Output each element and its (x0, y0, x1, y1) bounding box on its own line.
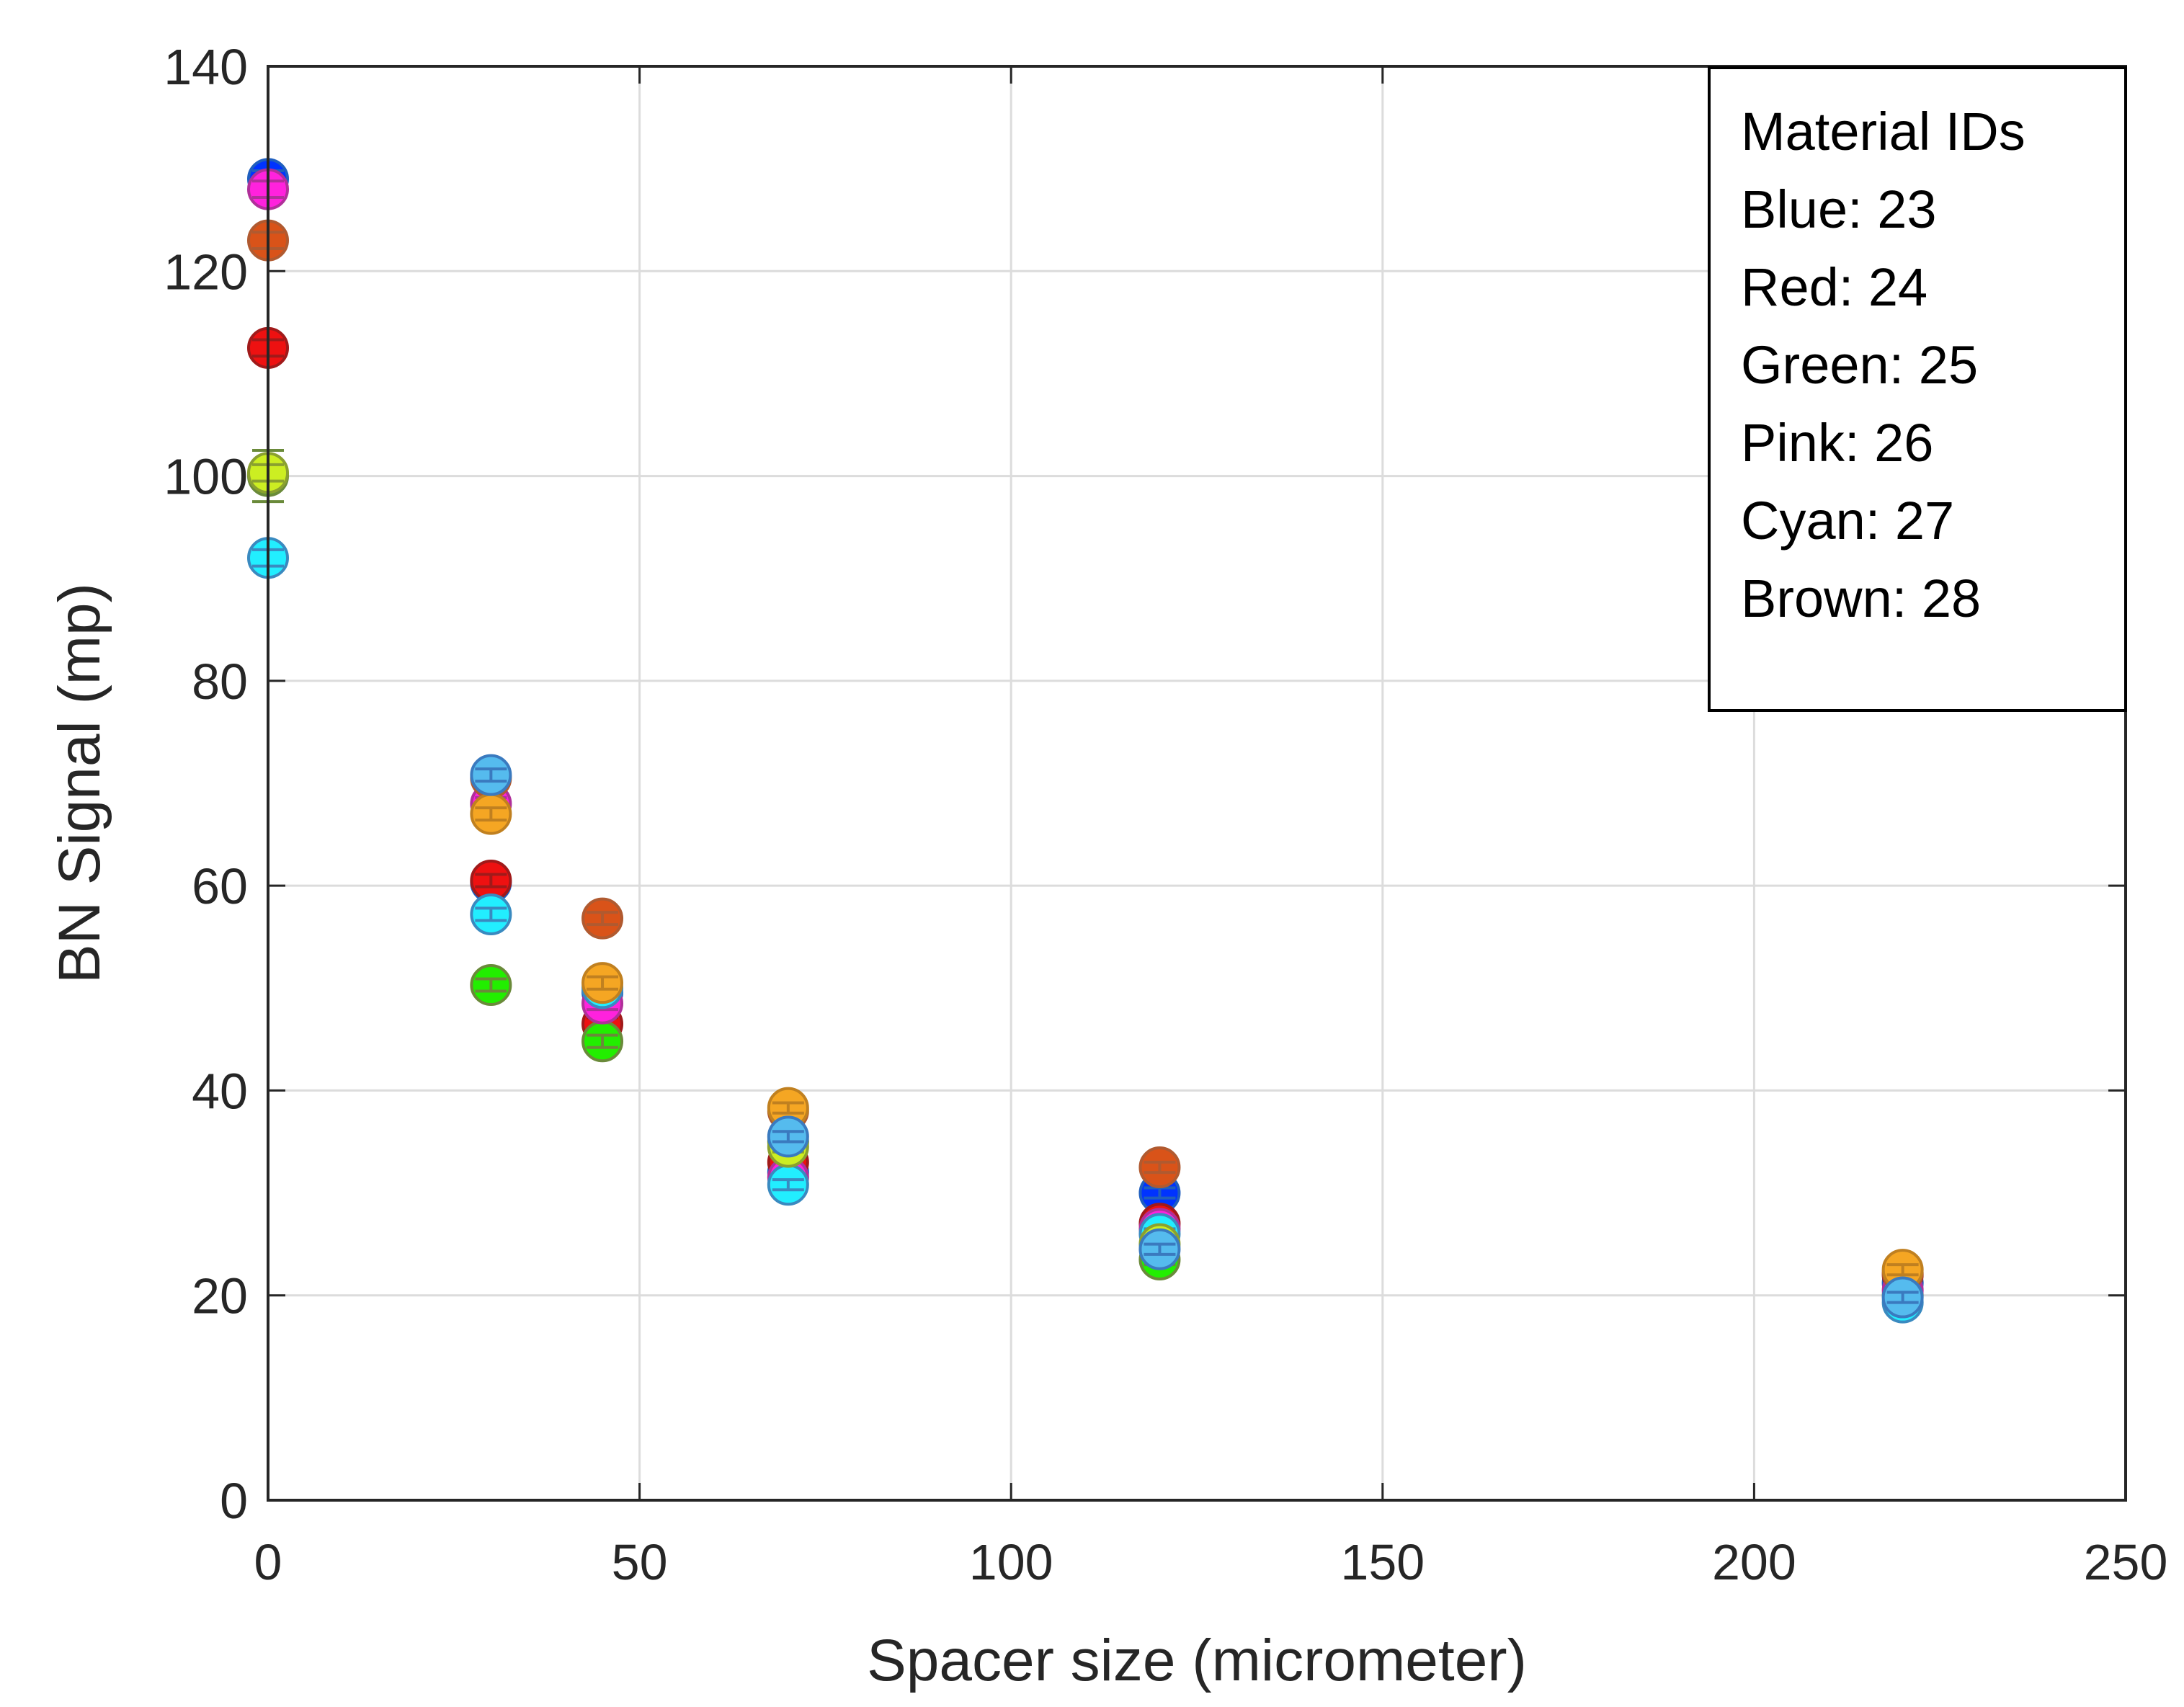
y-tick-label: 60 (192, 858, 248, 914)
x-tick-label: 250 (2084, 1534, 2168, 1590)
y-tick-label: 40 (192, 1063, 248, 1119)
x-tick-label: 150 (1340, 1534, 1425, 1590)
legend-entry-blue: Blue: 23 (1741, 179, 1937, 239)
y-tick-labels: 0 20 40 60 80 100 120 140 (164, 39, 248, 1529)
x-tick-label: 100 (969, 1534, 1053, 1590)
y-tick-label: 0 (220, 1473, 248, 1529)
x-tick-label: 50 (612, 1534, 668, 1590)
series-sky (470, 754, 1924, 1319)
data-points (247, 158, 1924, 1324)
y-tick-label: 140 (164, 39, 248, 95)
legend-entry-pink: Pink: 26 (1741, 413, 1933, 473)
legend-title: Material IDs (1741, 102, 2025, 161)
y-tick-label: 80 (192, 654, 248, 710)
x-axis-label: Spacer size (micrometer) (867, 1628, 1527, 1693)
legend-frame (1708, 66, 2127, 712)
x-tick-label: 200 (1712, 1534, 1796, 1590)
x-tick-labels: 0 50 100 150 200 250 (254, 1534, 2168, 1590)
x-tick-label: 0 (254, 1534, 282, 1590)
y-tick-label: 100 (164, 449, 248, 505)
legend-entry-green: Green: 25 (1741, 335, 1978, 395)
y-tick-label: 120 (164, 244, 248, 300)
legend-entry-red: Red: 24 (1741, 257, 1927, 317)
legend-box: Material IDs Blue: 23 Red: 24 Green: 25 … (1708, 66, 2127, 712)
plot-frame (267, 65, 2127, 1502)
legend-entry-brown: Brown: 28 (1741, 569, 1981, 628)
y-axis-label: BN Signal (mp) (47, 583, 112, 984)
y-tick-label: 20 (192, 1268, 248, 1324)
legend-entry-cyan: Cyan: 27 (1741, 491, 1954, 551)
